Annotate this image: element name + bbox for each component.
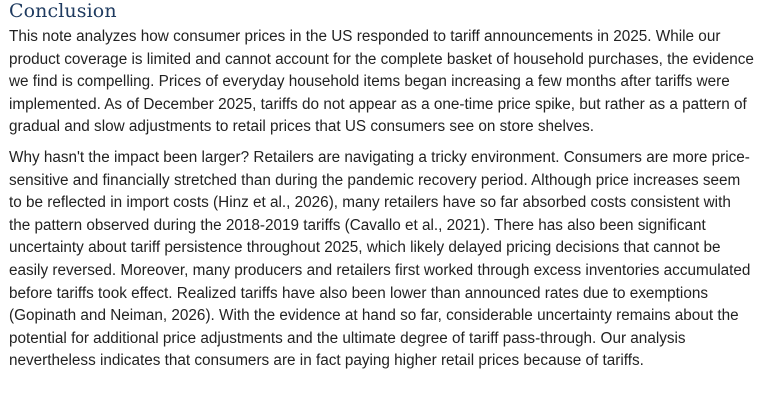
paragraph-discussion: Why hasn't the impact been larger? Retai…	[9, 148, 751, 370]
section-heading: Conclusion	[9, 0, 117, 22]
paragraph-summary: This note analyzes how consumer prices i…	[9, 28, 754, 136]
conclusion-section: Conclusion This note analyzes how consum…	[9, 0, 755, 373]
